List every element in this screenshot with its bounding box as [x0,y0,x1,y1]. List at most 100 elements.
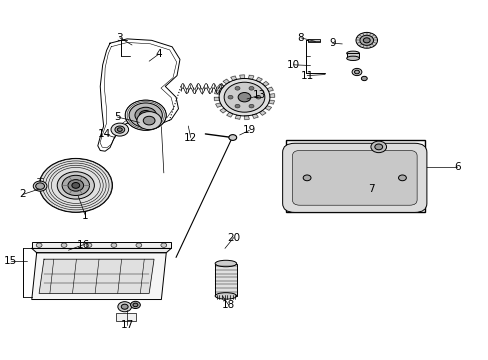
Circle shape [374,144,382,150]
Polygon shape [252,114,258,118]
Polygon shape [262,81,268,86]
Text: 17: 17 [120,320,134,330]
Text: 16: 16 [76,240,90,250]
Circle shape [36,183,44,189]
Circle shape [303,175,310,181]
Bar [285,140,425,212]
Text: 7: 7 [367,184,374,194]
Polygon shape [215,103,222,107]
Circle shape [355,32,377,48]
Circle shape [125,100,166,130]
Circle shape [359,35,373,45]
Bar [346,53,359,58]
Circle shape [363,38,369,43]
Circle shape [351,68,361,76]
Polygon shape [220,108,226,113]
Text: 15: 15 [4,256,18,266]
Polygon shape [214,97,219,101]
Ellipse shape [346,56,359,60]
Circle shape [370,141,386,153]
Circle shape [111,243,117,247]
Circle shape [118,302,131,312]
Text: 12: 12 [183,132,197,143]
Polygon shape [256,77,262,82]
FancyBboxPatch shape [292,150,416,205]
Polygon shape [217,84,224,89]
Circle shape [130,301,140,309]
Polygon shape [230,76,236,81]
Circle shape [137,112,161,130]
Circle shape [224,82,264,112]
Text: 2: 2 [20,189,26,199]
Text: 8: 8 [297,33,304,43]
Bar [116,313,136,321]
Circle shape [36,243,42,247]
Polygon shape [226,112,232,117]
Circle shape [161,243,166,247]
Text: 9: 9 [328,38,335,48]
Circle shape [248,86,254,90]
Text: 14: 14 [97,129,111,139]
Text: 19: 19 [242,125,256,135]
Circle shape [354,70,359,74]
Polygon shape [259,111,265,115]
Circle shape [86,243,92,247]
Circle shape [398,175,406,181]
Polygon shape [266,87,273,91]
Circle shape [142,113,148,117]
Circle shape [61,243,67,247]
Bar [215,264,236,296]
Circle shape [139,111,152,120]
Circle shape [62,175,89,195]
Text: 3: 3 [116,33,123,43]
Ellipse shape [215,260,236,267]
Polygon shape [248,75,253,80]
Circle shape [121,304,128,309]
Polygon shape [268,100,274,104]
Polygon shape [223,79,229,84]
Circle shape [117,128,122,131]
Circle shape [39,158,112,212]
Text: 13: 13 [252,90,265,100]
Polygon shape [235,115,240,119]
Circle shape [248,104,254,108]
Circle shape [255,95,261,99]
Circle shape [72,183,80,188]
Circle shape [235,86,240,90]
Circle shape [238,93,250,102]
Polygon shape [39,259,154,293]
Bar [32,242,171,248]
Circle shape [234,104,240,108]
Polygon shape [244,116,249,120]
Text: 11: 11 [300,71,313,81]
Ellipse shape [215,293,236,299]
Polygon shape [214,90,220,94]
Polygon shape [239,75,244,79]
Text: 6: 6 [453,162,460,172]
Polygon shape [32,253,166,300]
Circle shape [129,103,162,127]
Circle shape [227,95,233,99]
Circle shape [219,78,269,116]
Circle shape [68,180,83,191]
Polygon shape [264,106,271,110]
Polygon shape [32,248,171,253]
Circle shape [361,76,366,81]
Circle shape [57,172,94,199]
Circle shape [115,126,124,133]
FancyBboxPatch shape [282,143,426,212]
Text: 4: 4 [155,49,162,59]
Text: 18: 18 [222,300,235,310]
Bar [307,39,320,42]
Circle shape [135,107,156,123]
Text: 20: 20 [227,233,240,243]
Circle shape [136,243,142,247]
Circle shape [111,123,128,136]
Ellipse shape [346,51,359,55]
Text: 1: 1 [82,211,89,221]
Circle shape [143,116,155,125]
Polygon shape [269,94,274,97]
Text: 10: 10 [286,60,299,70]
Text: 5: 5 [114,112,121,122]
Circle shape [133,303,138,307]
